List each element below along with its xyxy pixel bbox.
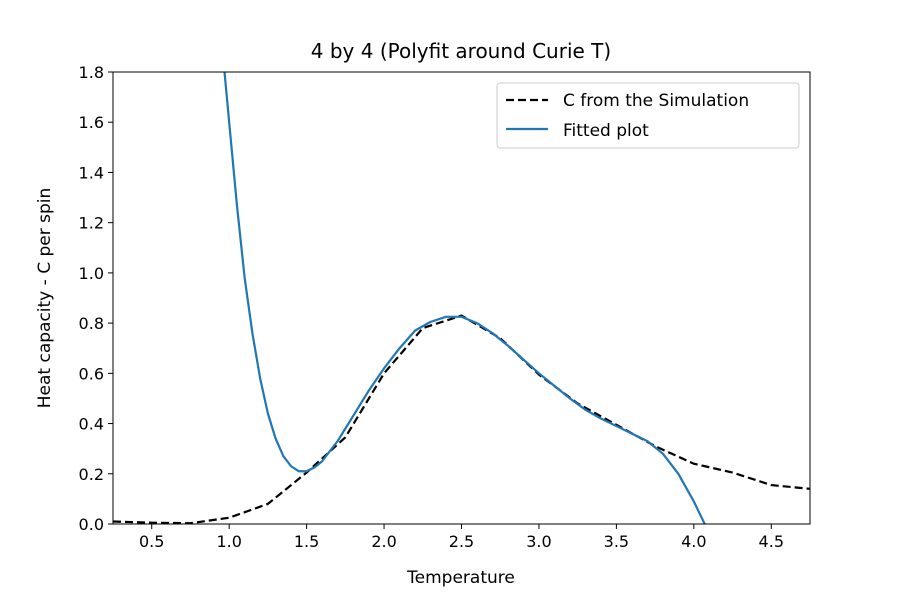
x-tick-label: 2.0 [371, 532, 396, 551]
y-tick-label: 0.8 [79, 314, 104, 333]
x-axis-label: Temperature [406, 568, 515, 588]
y-tick-label: 1.6 [79, 113, 104, 132]
legend: C from the Simulation Fitted plot [496, 82, 800, 149]
x-tick-label: 4.5 [759, 532, 784, 551]
x-tick-label: 1.5 [294, 532, 319, 551]
series-line-fitted-plot [223, 72, 706, 524]
y-axis-label: Heat capacity - C per spin [35, 188, 55, 409]
y-tick-label: 1.8 [79, 63, 104, 82]
x-tick-label: 3.0 [526, 532, 551, 551]
axes-frame [112, 71, 811, 525]
legend-box [496, 82, 800, 149]
legend-label-simulation: C from the Simulation [563, 91, 749, 111]
x-tick-label: 4.0 [681, 532, 706, 551]
y-tick-label: 0.2 [79, 465, 104, 484]
y-tick-label: 1.0 [79, 264, 104, 283]
chart-title: 4 by 4 (Polyfit around Curie T) [311, 39, 611, 63]
plot-area [113, 72, 810, 524]
x-tick-label: 0.5 [139, 532, 164, 551]
x-tick-label: 2.5 [449, 532, 474, 551]
y-tick-label: 0.0 [79, 515, 104, 534]
legend-label-fitted: Fitted plot [563, 121, 649, 141]
x-tick-label: 1.0 [216, 532, 241, 551]
series-line-c-from-the-simulation [113, 314, 810, 524]
x-tick-label: 3.5 [604, 532, 629, 551]
y-tick-label: 0.4 [79, 415, 104, 434]
y-tick-label: 0.6 [79, 364, 104, 383]
axis-ticks: 0.5 1.0 1.5 2.0 2.5 3.0 3.5 4.0 4.5 0.0 0.2 0.4 0.6 0… [79, 63, 784, 551]
y-tick-label: 1.2 [79, 214, 104, 233]
y-tick-label: 1.4 [79, 163, 104, 182]
